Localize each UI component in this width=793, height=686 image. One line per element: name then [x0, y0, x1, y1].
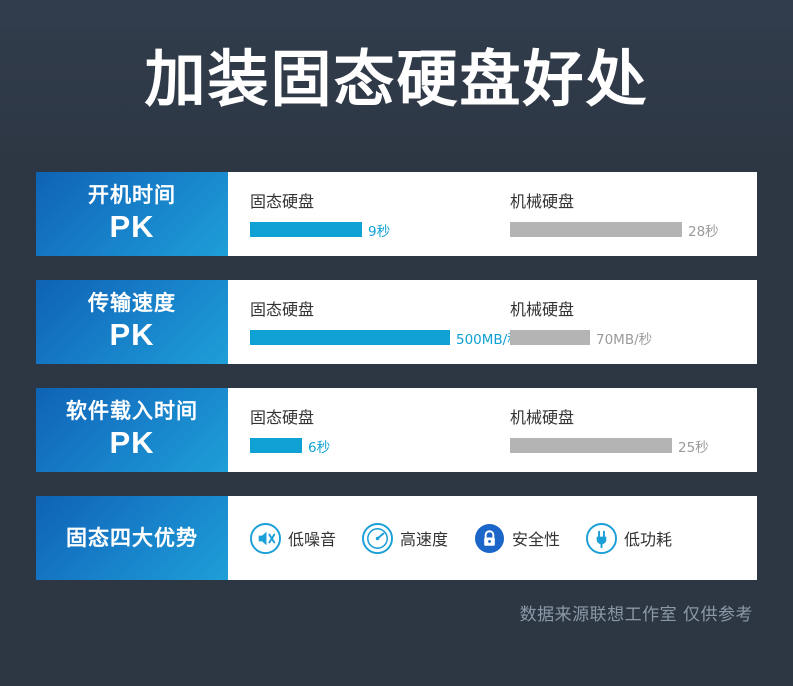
row-label-text: 软件载入时间: [66, 399, 198, 424]
row-label-boot-time: 开机时间 PK: [36, 172, 228, 256]
hdd-bar-group: 28秒: [510, 222, 719, 240]
row-label-pk: PK: [109, 424, 155, 460]
ssd-bar-group: 6秒: [250, 438, 331, 456]
advantages-row: 固态四大优势 低噪音: [36, 496, 757, 580]
ssd-column: 固态硬盘 500MB/秒: [250, 280, 521, 364]
advantage-label: 低噪音: [288, 530, 337, 549]
ssd-column: 固态硬盘 9秒: [250, 172, 505, 256]
ssd-title: 固态硬盘: [250, 408, 315, 427]
ssd-bar: [250, 438, 302, 453]
row-label-text: 固态四大优势: [66, 525, 198, 550]
row-body: 固态硬盘 500MB/秒 机械硬盘 70MB/秒: [228, 280, 757, 364]
ssd-value: 500MB/秒: [456, 331, 521, 348]
hdd-value: 25秒: [678, 439, 709, 456]
hdd-value: 70MB/秒: [596, 331, 653, 348]
hdd-title: 机械硬盘: [510, 300, 575, 319]
power-plug-icon: [586, 522, 618, 554]
row-label-advantages: 固态四大优势: [36, 496, 228, 580]
row-label-software-load-time: 软件载入时间 PK: [36, 388, 228, 472]
hdd-column: 机械硬盘 70MB/秒: [510, 280, 750, 364]
advantage-item-security: 安全性: [474, 523, 560, 554]
row-body: 固态硬盘 6秒 机械硬盘 25秒: [228, 388, 757, 472]
hdd-bar: [510, 438, 672, 453]
ssd-bar: [250, 222, 362, 237]
hdd-column: 机械硬盘 28秒: [510, 172, 750, 256]
comparison-row-software-load-time: 软件载入时间 PK 固态硬盘 6秒 机械硬盘 25秒: [36, 388, 757, 472]
ssd-title: 固态硬盘: [250, 300, 315, 319]
row-label-text: 开机时间: [88, 183, 176, 208]
advantage-item-low-noise: 低噪音: [250, 522, 337, 554]
page-title: 加装固态硬盘好处: [144, 44, 649, 115]
mute-speaker-icon: [250, 522, 281, 554]
hdd-bar-group: 25秒: [510, 438, 709, 456]
advantages-list: 低噪音 高速度: [228, 496, 757, 580]
ssd-value: 6秒: [308, 439, 331, 456]
comparison-row-transfer-speed: 传输速度 PK 固态硬盘 500MB/秒 机械硬盘 70MB/秒: [36, 280, 757, 364]
advantage-label: 安全性: [512, 530, 561, 549]
ssd-title: 固态硬盘: [250, 192, 315, 211]
ssd-bar-group: 500MB/秒: [250, 330, 521, 348]
ssd-column: 固态硬盘 6秒: [250, 388, 505, 472]
hdd-bar: [510, 222, 682, 237]
row-label-transfer-speed: 传输速度 PK: [36, 280, 228, 364]
hdd-bar: [510, 330, 590, 345]
hdd-title: 机械硬盘: [510, 192, 575, 211]
hdd-column: 机械硬盘 25秒: [510, 388, 750, 472]
advantage-item-high-speed: 高速度: [362, 522, 449, 554]
hdd-title: 机械硬盘: [510, 408, 575, 427]
footnote: 数据来源联想工作室 仅供参考: [519, 605, 753, 625]
ssd-bar-group: 9秒: [250, 222, 391, 240]
speedometer-icon: [362, 522, 394, 554]
comparison-row-boot-time: 开机时间 PK 固态硬盘 9秒 机械硬盘 28秒: [36, 172, 757, 256]
row-label-pk: PK: [109, 316, 155, 352]
row-label-text: 传输速度: [88, 291, 176, 316]
advantage-label: 高速度: [400, 530, 449, 549]
advantage-label: 低功耗: [624, 530, 673, 549]
hdd-bar-group: 70MB/秒: [510, 330, 653, 348]
row-body: 固态硬盘 9秒 机械硬盘 28秒: [228, 172, 757, 256]
hdd-value: 28秒: [688, 223, 719, 240]
lock-icon: [474, 523, 505, 554]
ssd-bar: [250, 330, 450, 345]
advantage-item-low-power: 低功耗: [586, 522, 673, 554]
row-label-pk: PK: [109, 208, 155, 244]
ssd-value: 9秒: [368, 223, 391, 240]
